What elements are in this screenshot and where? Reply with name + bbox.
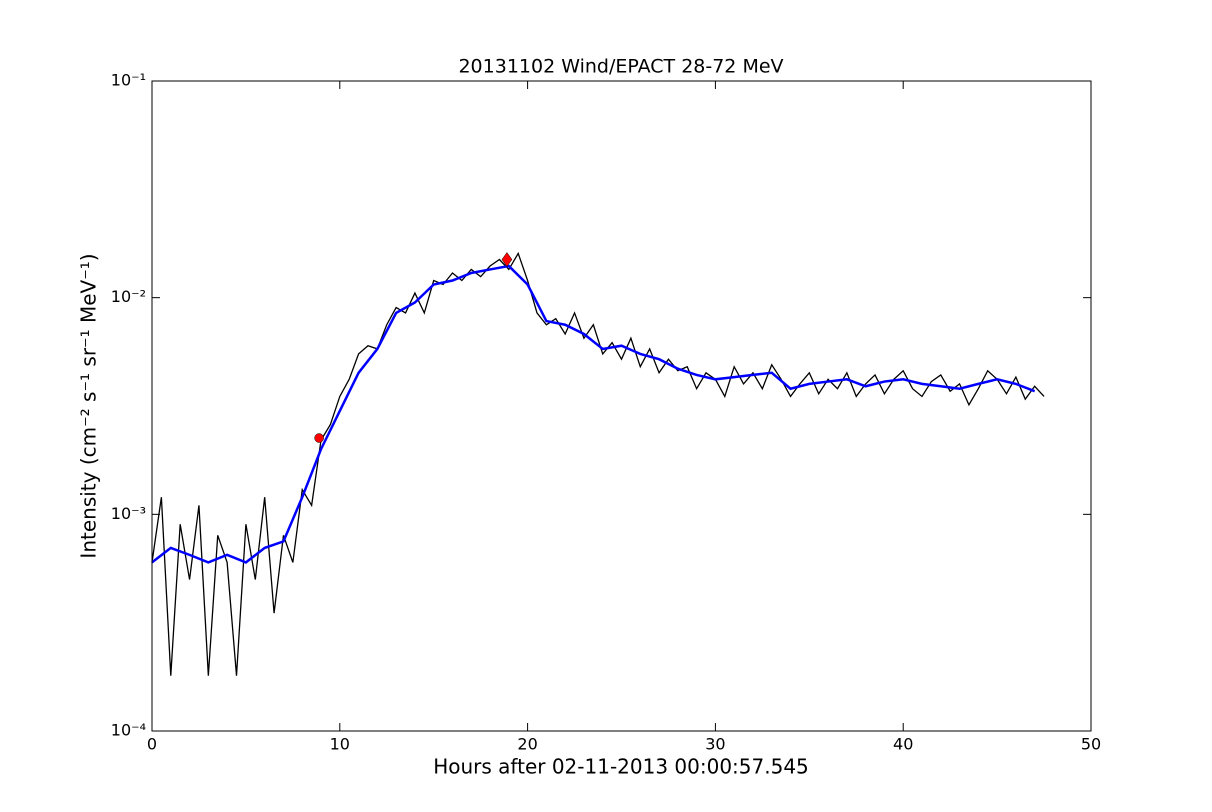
onset-marker bbox=[314, 433, 324, 443]
x-tick-label: 0 bbox=[147, 735, 157, 754]
x-tick-label: 50 bbox=[1081, 735, 1101, 754]
chart-title: 20131102 Wind/EPACT 28-72 MeV bbox=[458, 56, 783, 78]
x-tick-label: 30 bbox=[705, 735, 725, 754]
y-tick-label: 10⁻¹ bbox=[111, 71, 146, 90]
peak-marker bbox=[501, 252, 513, 267]
y-tick-label: 10⁻² bbox=[111, 287, 146, 306]
y-axis-label: Intensity (cm⁻² s⁻¹ sr⁻¹ MeV⁻¹) bbox=[77, 253, 101, 558]
x-tick-label: 40 bbox=[893, 735, 913, 754]
y-tick-label: 10⁻⁴ bbox=[111, 721, 146, 740]
x-tick-label: 20 bbox=[517, 735, 537, 754]
data-line bbox=[151, 264, 1036, 564]
plot-frame bbox=[151, 80, 1092, 732]
x-tick-label: 10 bbox=[330, 735, 350, 754]
x-axis-label: Hours after 02-11-2013 00:00:57.545 bbox=[433, 755, 809, 779]
y-tick-label: 10⁻³ bbox=[111, 504, 146, 523]
